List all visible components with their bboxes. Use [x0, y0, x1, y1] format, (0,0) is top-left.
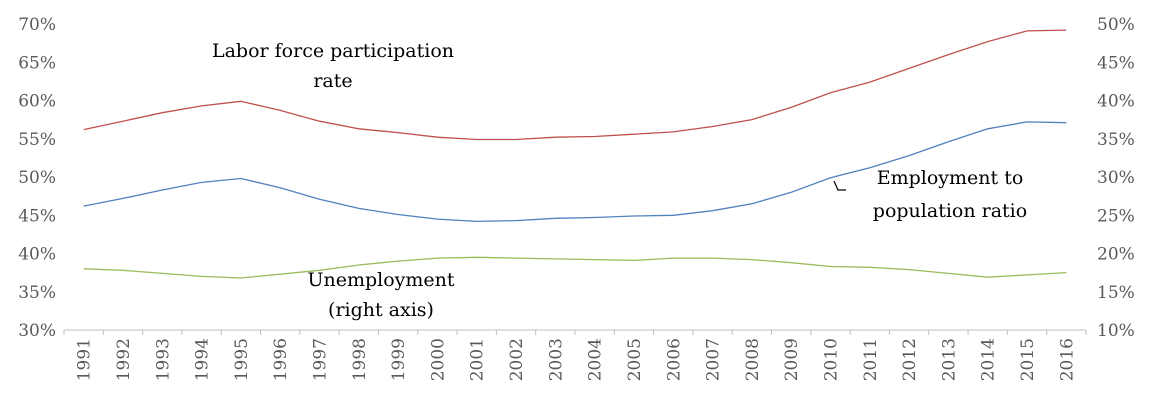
x-axis-tick-label: 1993 — [153, 338, 173, 381]
x-axis-tick-label: 1995 — [232, 338, 252, 381]
left-axis-ticks: 30% 35% 40% 45% 50% 55% 60% 65% 70% — [18, 15, 56, 341]
right-axis-tick-label: 25% — [1097, 206, 1135, 226]
annotation-labor-force: Labor force participation rate — [212, 40, 454, 92]
annotation-employment-line1: Employment to — [877, 167, 1024, 189]
x-axis-tick-label: 2016 — [1057, 338, 1077, 381]
right-axis-tick-label: 15% — [1097, 283, 1135, 303]
series-line-labor-force-participation-rate — [83, 29, 1067, 141]
left-axis-tick-label: 55% — [18, 130, 56, 150]
x-axis-tick-label: 2008 — [743, 338, 763, 381]
x-axis-tick-label: 1992 — [114, 338, 134, 381]
right-axis-tick-label: 20% — [1097, 245, 1135, 265]
x-axis-tick-label: 2006 — [664, 338, 684, 381]
x-axis-tick-label: 2014 — [979, 338, 999, 381]
x-axis-tick-label: 2010 — [822, 338, 842, 381]
x-axis-tick-label: 2004 — [586, 338, 606, 381]
x-axis-tick-label: 1996 — [271, 338, 291, 381]
annotation-unemployment: Unemployment (right axis) — [307, 269, 454, 321]
right-axis-ticks: 10% 15% 20% 25% 30% 35% 40% 45% 50% — [1097, 15, 1135, 341]
x-axis-tick-label: 2007 — [704, 338, 724, 381]
x-axis-tick-label: 1991 — [75, 338, 95, 381]
annotation-employment-leader — [833, 180, 846, 191]
x-axis-tick-label: 1994 — [193, 338, 213, 381]
x-axis-tick-label: 2001 — [468, 338, 488, 381]
annotation-unemployment-line1: Unemployment — [307, 269, 454, 291]
series-line-unemployment-right-axis — [83, 256, 1067, 279]
left-axis-tick-label: 30% — [18, 321, 56, 341]
x-axis-tick-label: 1998 — [350, 338, 370, 381]
x-axis-tick-label: 2005 — [625, 338, 645, 381]
x-axis-tick-label: 2009 — [782, 338, 802, 381]
left-axis-tick-label: 60% — [18, 92, 56, 112]
x-axis-tick-label: 2011 — [861, 338, 881, 381]
left-axis-tick-label: 35% — [18, 283, 56, 303]
x-axis-ticks: 1991 1992 1993 1994 1995 1996 1997 1998 1999 2000… — [63, 330, 1087, 381]
annotation-labor-force-line2: rate — [313, 70, 352, 92]
series-lines — [83, 29, 1067, 279]
left-axis-tick-label: 40% — [18, 245, 56, 265]
left-axis-tick-label: 45% — [18, 206, 56, 226]
x-axis-tick-label: 2013 — [939, 338, 959, 381]
series-line-employment-to-population-ratio — [83, 121, 1067, 223]
right-axis-tick-label: 45% — [1097, 53, 1135, 73]
right-axis-tick-label: 30% — [1097, 168, 1135, 188]
left-axis-tick-label: 70% — [18, 15, 56, 35]
x-axis-tick-label: 2003 — [546, 338, 566, 381]
x-axis-tick-label: 2002 — [507, 338, 527, 381]
x-axis-tick-label: 1999 — [389, 338, 409, 381]
right-axis-tick-label: 10% — [1097, 321, 1135, 341]
right-axis-tick-label: 35% — [1097, 130, 1135, 150]
annotation-employment: Employment to population ratio — [833, 167, 1027, 222]
annotation-employment-line2: population ratio — [873, 200, 1027, 222]
x-axis-tick-label: 2012 — [900, 338, 920, 381]
annotation-unemployment-line2: (right axis) — [328, 299, 434, 321]
left-axis-tick-label: 50% — [18, 168, 56, 188]
left-axis-tick-label: 65% — [18, 53, 56, 73]
x-axis-tick-label: 2000 — [428, 338, 448, 381]
x-axis-tick-label: 2015 — [1018, 338, 1038, 381]
annotation-labor-force-line1: Labor force participation — [212, 40, 454, 62]
x-axis-tick-label: 1997 — [311, 338, 331, 381]
right-axis-tick-label: 50% — [1097, 15, 1135, 35]
right-axis-tick-label: 40% — [1097, 92, 1135, 112]
